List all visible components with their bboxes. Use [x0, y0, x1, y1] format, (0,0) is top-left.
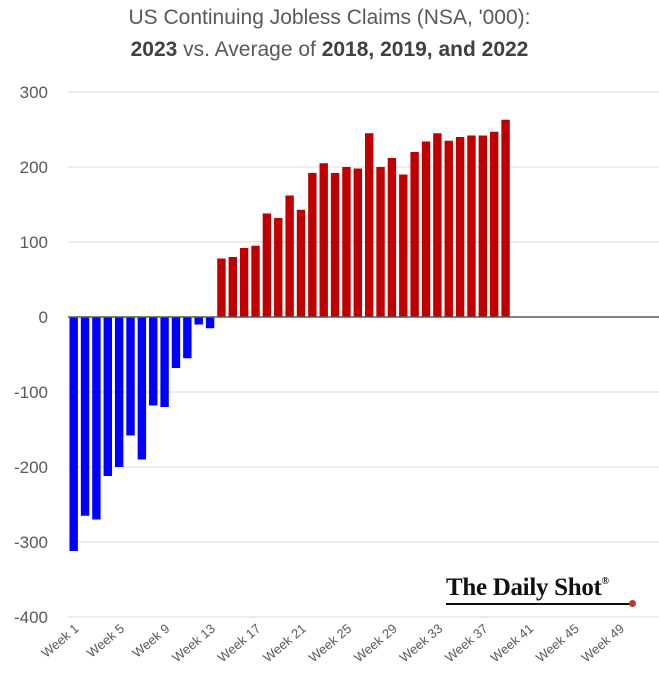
bar-week-8 [149, 317, 158, 406]
y-tick-label: 100 [20, 233, 48, 252]
bar-week-12 [194, 317, 203, 325]
bar-week-17 [251, 245, 260, 317]
bar-week-18 [262, 213, 272, 317]
bar-week-9 [160, 317, 169, 407]
bar-week-27 [364, 133, 374, 317]
x-tick-label: Week 33 [397, 621, 446, 665]
bar-week-21 [296, 209, 306, 317]
y-tick-label: -400 [14, 608, 48, 627]
bar-week-5 [114, 317, 124, 467]
x-tick-label: Week 21 [260, 621, 309, 665]
title-year-bold: 2023 [130, 38, 178, 61]
logo-red-dot [629, 600, 636, 607]
y-tick-label: -300 [14, 533, 48, 552]
bar-week-33 [433, 133, 442, 317]
bar-week-37 [478, 135, 488, 317]
x-tick-label: Week 5 [84, 621, 127, 661]
bar-week-26 [353, 168, 363, 317]
y-tick-label: -200 [14, 458, 48, 477]
bar-week-28 [376, 167, 385, 317]
daily-shot-logo: The Daily Shot® [446, 574, 609, 602]
bar-week-36 [467, 135, 476, 317]
bar-week-4 [103, 317, 112, 476]
chart-title-line1: US Continuing Jobless Claims (NSA, '000)… [128, 6, 531, 29]
bar-week-13 [205, 317, 215, 329]
x-tick-label: Week 25 [306, 621, 355, 665]
bar-week-31 [410, 152, 419, 317]
x-tick-label: Week 9 [129, 621, 172, 661]
bar-week-2 [80, 317, 90, 516]
bar-week-29 [387, 158, 397, 317]
bar-week-38 [489, 131, 499, 317]
bar-week-1 [69, 317, 78, 551]
bar-week-34 [444, 140, 453, 317]
logo-underline [446, 603, 634, 605]
x-tick-label: Week 13 [169, 621, 218, 665]
x-tick-label: Week 41 [487, 621, 536, 665]
bar-week-25 [342, 167, 351, 317]
bar-week-23 [319, 163, 328, 317]
y-tick-label: 200 [20, 158, 48, 177]
bar-week-20 [285, 195, 294, 317]
bar-week-32 [421, 141, 431, 317]
bar-week-24 [330, 173, 340, 317]
bar-week-22 [308, 173, 317, 317]
bar-week-3 [92, 317, 101, 520]
x-tick-label: Week 37 [442, 621, 491, 665]
bars [69, 119, 510, 551]
logo-text: The Daily Shot [446, 574, 602, 601]
bar-week-10 [171, 317, 181, 368]
bar-week-7 [137, 317, 147, 460]
x-tick-label: Week 49 [578, 621, 627, 665]
bar-week-39 [501, 119, 510, 317]
logo-registered-mark: ® [601, 576, 609, 587]
bar-week-14 [217, 258, 226, 317]
y-tick-label: 0 [39, 308, 48, 327]
title-mid-text: vs. Average of [177, 38, 322, 61]
x-tick-label: Week 29 [351, 621, 400, 665]
x-tick-label: Week 17 [215, 621, 264, 665]
bar-week-11 [183, 317, 192, 359]
bar-week-30 [399, 174, 408, 317]
bar-week-19 [274, 218, 283, 317]
title-years-bold: 2018, 2019, and 2022 [321, 38, 529, 61]
chart-title-line2: 2023 vs. Average of 2018, 2019, and 2022 [0, 38, 659, 62]
y-tick-label: -100 [14, 383, 48, 402]
bar-week-15 [228, 257, 238, 317]
y-axis-ticks: 300 200 100 0 -100 -200 -300 -400 [14, 83, 48, 627]
y-tick-label: 300 [20, 83, 48, 102]
bar-week-16 [239, 248, 249, 317]
bar-week-35 [455, 137, 465, 317]
x-tick-label: Week 45 [533, 621, 582, 665]
bar-week-6 [126, 317, 135, 436]
